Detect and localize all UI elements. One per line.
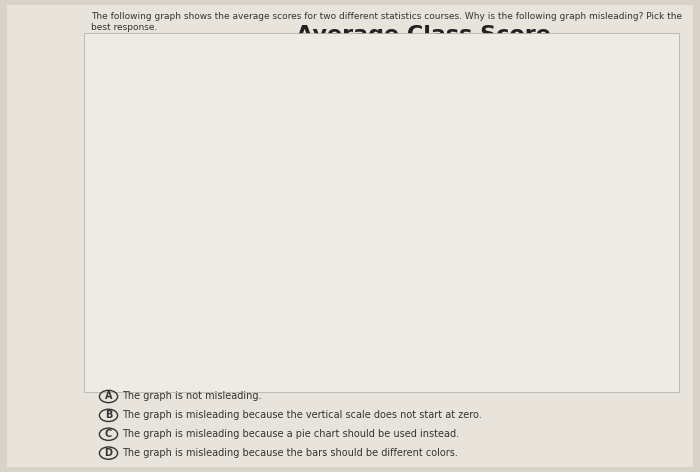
Text: The graph is misleading because a pie chart should be used instead.: The graph is misleading because a pie ch…	[122, 429, 460, 439]
Text: D: D	[104, 448, 113, 458]
Text: The graph is misleading because the vertical scale does not start at zero.: The graph is misleading because the vert…	[122, 410, 482, 421]
Text: The following graph shows the average scores for two different statistics course: The following graph shows the average sc…	[91, 12, 682, 21]
Text: B: B	[105, 410, 112, 421]
Text: I: I	[421, 153, 426, 163]
Title: Average Class Score: Average Class Score	[296, 25, 551, 45]
Text: A: A	[105, 391, 112, 402]
Text: The graph is not misleading.: The graph is not misleading.	[122, 391, 262, 402]
Text: best response.: best response.	[91, 23, 158, 32]
Y-axis label: Average Score (%): Average Score (%)	[117, 143, 130, 260]
Text: The graph is misleading because the bars should be different colors.: The graph is misleading because the bars…	[122, 448, 458, 458]
Text: C: C	[105, 429, 112, 439]
Bar	[263, 302, 355, 352]
Bar	[492, 127, 584, 352]
X-axis label: Teacher: Teacher	[396, 380, 451, 393]
